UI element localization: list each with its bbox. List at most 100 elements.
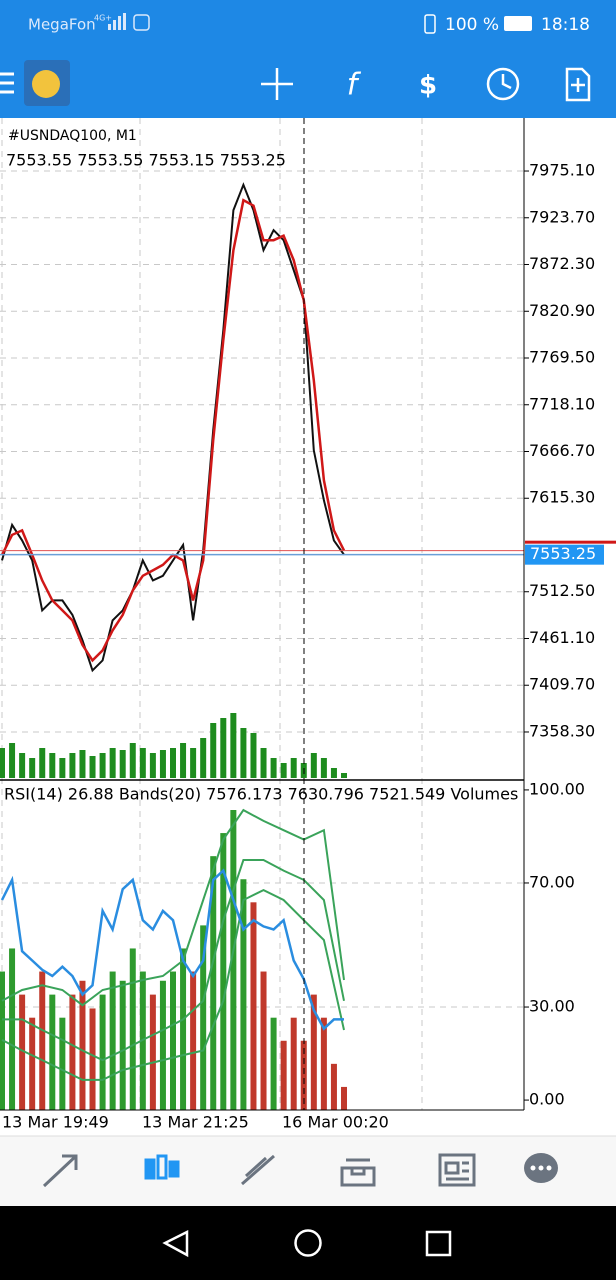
volume-bar <box>19 753 26 778</box>
volume-bar <box>29 758 36 778</box>
volume-bar <box>59 1017 66 1110</box>
time-label: 13 Mar 19:49 <box>2 1113 109 1132</box>
volume-bar <box>159 980 166 1110</box>
volume-bar <box>59 758 66 778</box>
volume-bar <box>49 994 56 1110</box>
crosshair-button[interactable] <box>261 68 293 100</box>
volume-bar <box>220 718 227 778</box>
volume-bar <box>29 1017 36 1110</box>
back-button[interactable] <box>162 1229 189 1258</box>
time-label: 16 Mar 00:20 <box>282 1113 389 1132</box>
band-upper <box>1 808 345 1007</box>
volume-bar <box>250 733 257 778</box>
notification-icon <box>133 14 150 31</box>
price-tick-label: 7718.10 <box>529 394 595 413</box>
volume-bar <box>290 1017 297 1110</box>
rsi-tick-label: 100.00 <box>529 779 585 798</box>
volume-bar <box>280 763 287 778</box>
history-tab[interactable] <box>340 1158 376 1187</box>
messages-tab[interactable] <box>524 1153 558 1183</box>
rsi-line <box>0 868 344 1031</box>
volume-bar <box>170 971 176 1110</box>
volume-bar <box>99 753 106 778</box>
volume-bar <box>39 748 46 778</box>
price-tick-label: 7666.70 <box>529 441 595 460</box>
rsi-tick-label: 70.00 <box>529 872 575 891</box>
chart-tab[interactable] <box>144 1154 180 1180</box>
chart-area <box>0 118 616 1136</box>
trade-button[interactable]: $ <box>419 71 437 101</box>
volume-bar <box>220 833 227 1110</box>
price-tick-label: 7923.70 <box>529 207 595 226</box>
time-label: 13 Mar 21:25 <box>142 1113 249 1132</box>
trade-tab[interactable] <box>241 1154 275 1186</box>
recents-button[interactable] <box>425 1230 452 1257</box>
new-order-button[interactable] <box>565 67 591 102</box>
carrier: MegaFon <box>28 16 96 34</box>
symbol: #USNDAQ100, M1 <box>8 128 137 144</box>
ohlc: 7553.55 7553.55 7553.15 7553.25 <box>6 151 286 170</box>
price-tick-label: 7769.50 <box>529 348 595 367</box>
volume-bar <box>240 728 247 778</box>
volume-bar <box>290 758 297 778</box>
volume-bar <box>341 773 347 778</box>
volume-bar <box>79 750 86 778</box>
volume-bar <box>89 756 96 778</box>
volume-bar <box>260 971 267 1110</box>
volume-bar <box>69 753 76 778</box>
menu-button[interactable] <box>0 72 14 94</box>
volume-bar <box>270 758 277 778</box>
volume-bar <box>19 994 26 1110</box>
volume-bar <box>119 750 126 778</box>
home-button[interactable] <box>294 1229 322 1257</box>
volume-bar <box>260 748 267 778</box>
current-price-box <box>525 544 604 565</box>
volume-bar <box>210 723 217 778</box>
quotes-tab[interactable] <box>42 1154 78 1188</box>
battery-text: 100 % <box>445 15 499 35</box>
price-line <box>1 182 345 673</box>
news-tab[interactable] <box>438 1153 476 1187</box>
volume-bar <box>99 994 106 1110</box>
volume-bar <box>180 743 187 778</box>
price-tick-label: 7615.30 <box>529 488 595 507</box>
volume-bar <box>109 971 116 1110</box>
volume-bar <box>320 758 327 778</box>
volume-bar <box>0 748 5 778</box>
volume-bar <box>240 879 247 1110</box>
volume-bar <box>270 1017 277 1110</box>
volume-bar <box>200 738 207 778</box>
volume-bar <box>200 925 207 1110</box>
ask-marker <box>525 540 616 544</box>
volume-bar <box>79 980 86 1110</box>
volume-bar <box>250 902 257 1110</box>
volume-bar <box>320 1017 327 1110</box>
price-tick-label: 7409.70 <box>529 675 595 694</box>
logo-coin <box>32 70 60 98</box>
volume-bar <box>341 1086 347 1110</box>
vibrate-icon <box>424 14 436 34</box>
rsi-tick-label: 30.00 <box>529 997 575 1016</box>
history-button[interactable] <box>486 67 520 101</box>
price-tick-label: 7820.90 <box>529 301 595 320</box>
price-tick-label: 7872.30 <box>529 254 595 273</box>
clock: 18:18 <box>541 15 590 35</box>
signal-icon <box>108 13 126 30</box>
volume-bar <box>159 750 166 778</box>
volume-bar <box>89 1008 96 1110</box>
indicator-label: RSI(14) 26.88 Bands(20) 7576.173 7630.79… <box>4 785 518 804</box>
volume-bar <box>129 743 136 778</box>
vertical-grid <box>1 118 423 1110</box>
volume-bar <box>310 994 317 1110</box>
volume-bar <box>9 948 16 1110</box>
volume-bar <box>139 748 146 778</box>
volume-bar <box>109 748 116 778</box>
volume-bar <box>230 713 237 778</box>
price-tick-label: 7512.50 <box>529 581 595 600</box>
volume-bar <box>170 748 176 778</box>
band-middle <box>2 859 345 1062</box>
price-tick-label: 7358.30 <box>529 721 595 740</box>
volume-bar <box>190 748 197 778</box>
